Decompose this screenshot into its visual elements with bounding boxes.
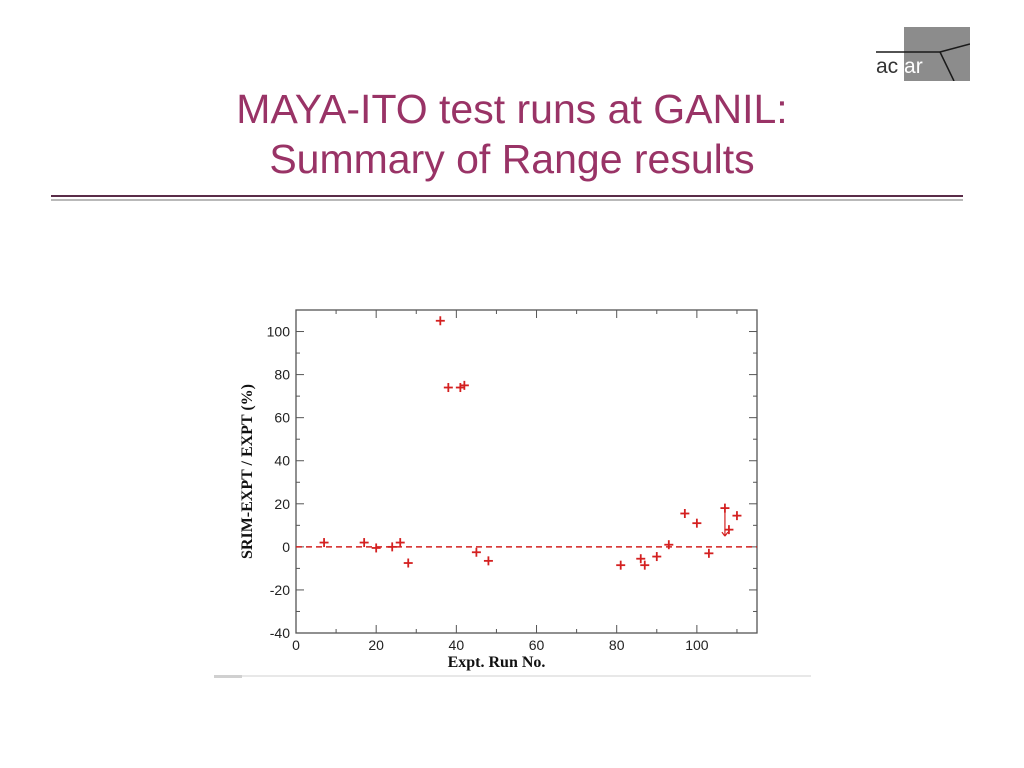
logo-box [904,27,970,81]
x-tick-label: 60 [529,637,545,653]
x-tick-label: 0 [292,637,300,653]
data-point [724,525,734,535]
data-point [359,538,369,548]
page-title: MAYA-ITO test runs at GANIL: Summary of … [0,84,1024,184]
axis-ticks [295,310,757,634]
y-tick-label: -20 [270,582,290,598]
actar-logo: actar [872,27,970,81]
y-tick-label: 0 [282,539,290,555]
title-divider [51,195,963,197]
data-markers [319,316,742,570]
logo-text-light: tar [898,55,923,78]
data-point [387,542,397,552]
data-point [403,558,413,568]
tick-labels: 0 20 40 60 80 100 -40 -20 0 20 40 60 80 100 [267,324,709,653]
title-line-2: Summary of Range results [269,136,755,182]
y-tick-label: 20 [274,496,290,512]
x-tick-label: 80 [609,637,625,653]
error-bars [721,508,729,537]
data-point [664,540,674,550]
data-point [616,560,626,570]
error-bar-arrow-right [724,531,729,537]
figure-baseline [214,675,811,677]
data-point [680,508,690,518]
data-point [471,547,481,557]
data-point [371,543,381,553]
data-point [720,503,730,513]
data-point [636,554,646,564]
data-point [704,548,714,558]
y-tick-label: -40 [270,625,290,641]
data-point [483,556,493,566]
range-results-chart: 0 20 40 60 80 100 -40 -20 0 20 40 60 80 100 Expt. Run… [239,309,758,671]
x-tick-label: 40 [449,637,465,653]
data-point [443,383,453,393]
x-tick-label: 20 [368,637,384,653]
figure-baseline-left [214,675,242,678]
logo-lines [876,43,970,81]
y-axis-label: SRIM-EXPT / EXPT (%) [239,384,256,559]
x-axis-label: Expt. Run No. [448,654,546,671]
y-tick-label: 100 [267,324,291,340]
title-line-1: MAYA-ITO test runs at GANIL: [236,86,788,132]
data-point [652,552,662,562]
x-tick-label: 100 [685,637,709,653]
data-point [435,316,445,326]
plot-frame [295,309,758,634]
data-point [319,538,329,548]
data-point [732,511,742,521]
y-tick-label: 60 [274,410,290,426]
logo-text: actar [876,56,923,78]
data-point [692,518,702,528]
y-tick-label: 40 [274,453,290,469]
data-point [459,380,469,390]
title-divider-shadow [51,199,963,201]
figure-panel [214,298,811,678]
data-point [640,560,650,570]
logo-text-dark: ac [876,55,899,78]
y-tick-label: 80 [274,367,290,383]
error-bar-arrow-left [721,531,726,537]
data-point [395,538,405,548]
